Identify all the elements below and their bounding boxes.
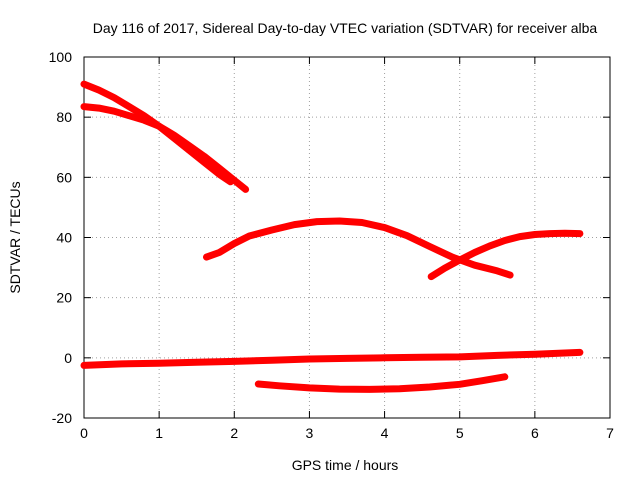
y-tick-label: 80 [56,109,72,125]
y-tick-label: 20 [56,290,72,306]
x-tick-label: 0 [80,425,88,441]
series-line-arc-4 [427,229,584,281]
series-line-arc-6 [254,373,509,393]
y-axis-label: SDTVAR / TECUs [7,181,23,293]
x-tick-label: 2 [230,425,238,441]
x-tick-label: 1 [155,425,163,441]
y-tick-label: 0 [64,350,72,366]
series-line-arc-2 [80,103,250,193]
y-tick-label: 100 [49,49,73,65]
series-line-arc-3 [203,217,514,279]
x-axis-label: GPS time / hours [292,457,399,473]
y-tick-label: 60 [56,169,72,185]
chart-title: Day 116 of 2017, Sidereal Day-to-day VTE… [93,20,598,36]
series-line-arc-1 [80,80,234,186]
y-tick-label: -20 [52,410,72,426]
x-tick-label: 5 [456,425,464,441]
y-tick-label: 40 [56,230,72,246]
axis-ticks: 0 1 2 3 4 5 6 7 -20 0 20 40 60 80 100 [49,49,614,441]
series-group [80,80,584,393]
x-tick-label: 7 [606,425,614,441]
x-tick-label: 6 [531,425,539,441]
x-tick-label: 3 [306,425,314,441]
x-tick-label: 4 [381,425,389,441]
series-line-arc-5 [80,348,584,369]
